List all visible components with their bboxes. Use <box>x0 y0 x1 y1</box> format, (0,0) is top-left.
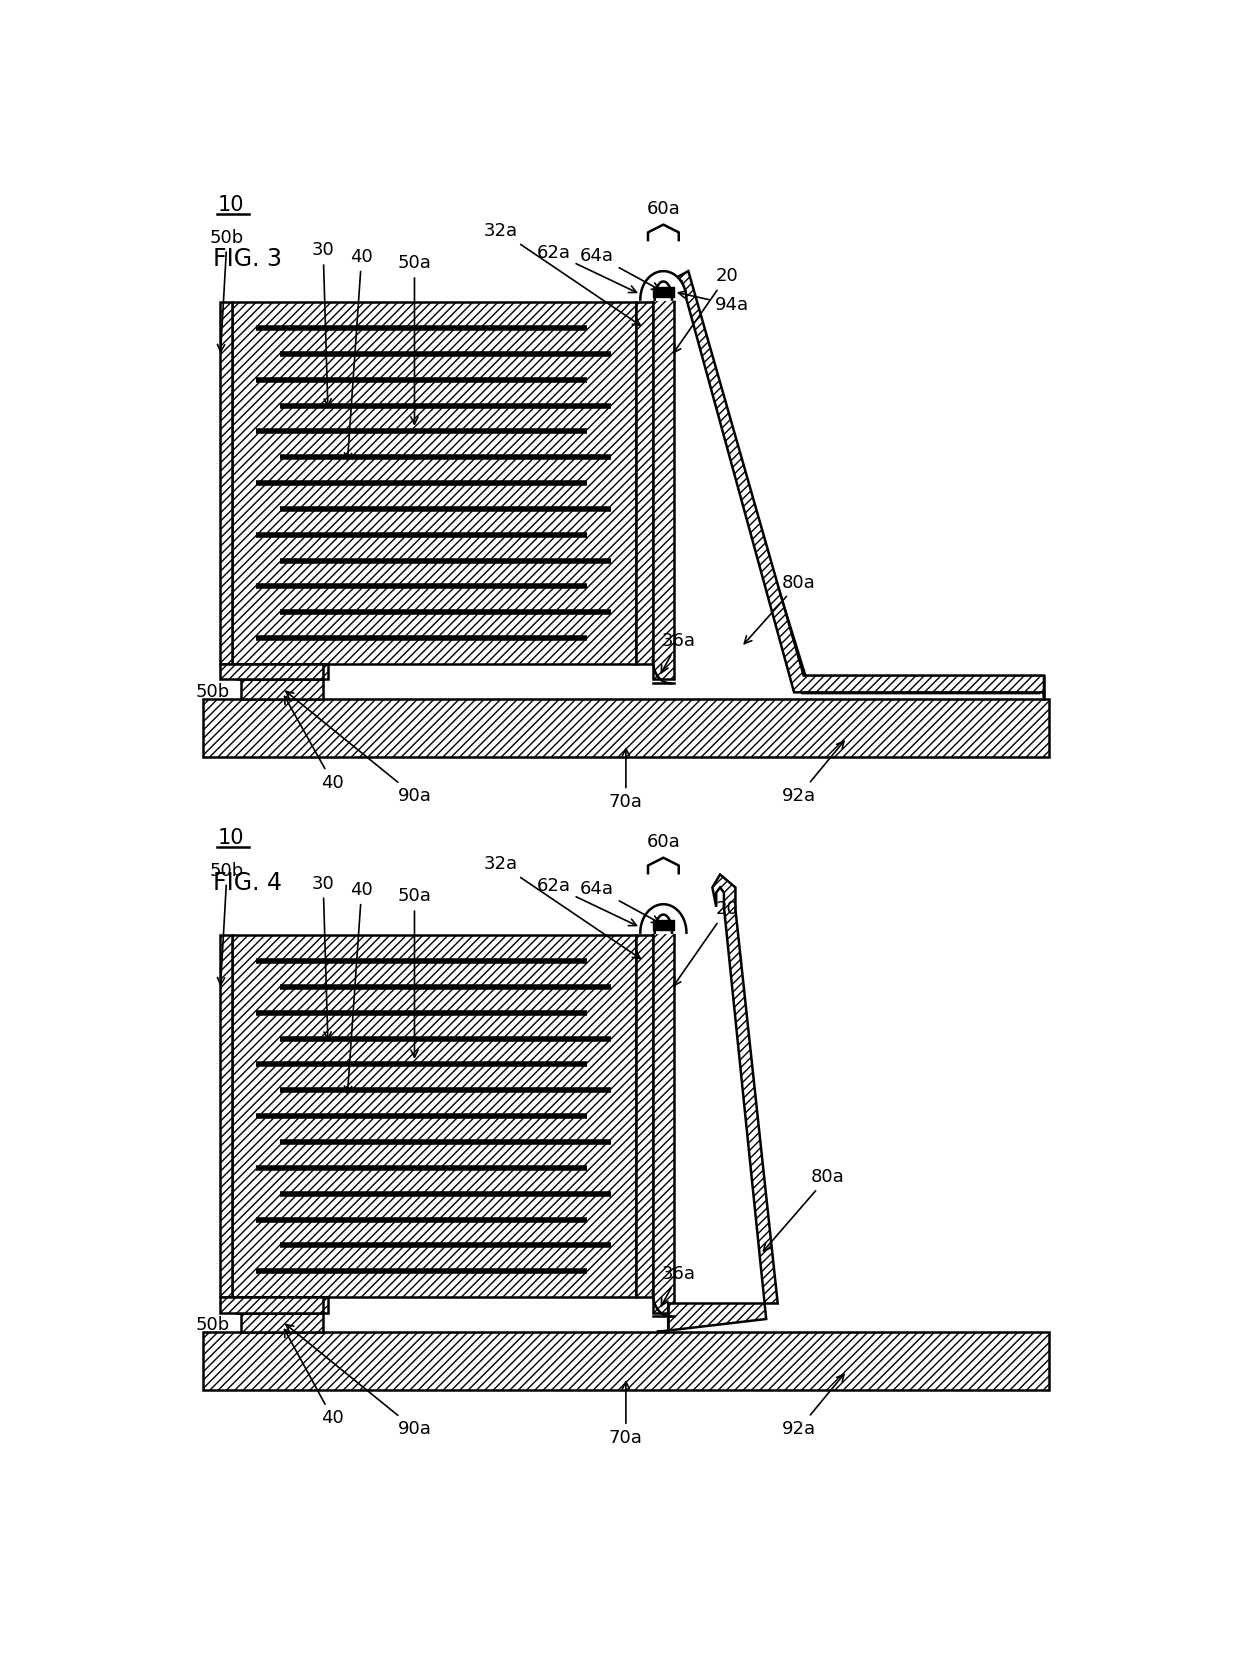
Bar <box>652 918 675 1312</box>
Polygon shape <box>675 272 1044 698</box>
Text: 60a: 60a <box>646 200 681 218</box>
Text: 50b: 50b <box>196 1317 229 1334</box>
Text: 36a: 36a <box>661 1265 696 1305</box>
Text: 64a: 64a <box>580 879 660 923</box>
Text: 20: 20 <box>673 901 738 985</box>
Text: 40: 40 <box>345 248 373 460</box>
Text: 80a: 80a <box>764 1168 844 1250</box>
Bar <box>237 1297 327 1312</box>
Text: 60a: 60a <box>646 834 681 851</box>
Text: 92a: 92a <box>781 1374 844 1438</box>
Text: 50a: 50a <box>398 255 432 425</box>
Text: 32a: 32a <box>484 856 640 958</box>
Text: FIG. 4: FIG. 4 <box>213 871 281 894</box>
Text: 40: 40 <box>345 881 373 1094</box>
Bar <box>242 1312 324 1332</box>
Text: 40: 40 <box>285 696 345 792</box>
Text: 32a: 32a <box>484 221 640 326</box>
Text: 10: 10 <box>217 195 244 215</box>
Bar <box>635 302 652 664</box>
Text: 70a: 70a <box>609 1381 642 1446</box>
Text: FIG. 3: FIG. 3 <box>213 247 281 270</box>
Text: 64a: 64a <box>580 247 660 290</box>
Text: 50b: 50b <box>210 861 244 985</box>
Text: 90a: 90a <box>286 1324 432 1438</box>
Bar <box>232 935 635 1297</box>
Polygon shape <box>675 280 1039 693</box>
Text: 70a: 70a <box>609 748 642 810</box>
Text: 62a: 62a <box>537 878 636 926</box>
Bar <box>635 935 652 1297</box>
Text: 40: 40 <box>284 1329 345 1428</box>
Bar <box>221 664 324 680</box>
Text: 30: 30 <box>311 242 335 406</box>
Bar <box>237 664 327 680</box>
Text: 80a: 80a <box>744 574 816 644</box>
Bar <box>242 680 324 698</box>
Bar <box>203 698 1049 757</box>
Bar <box>221 302 232 664</box>
Text: 30: 30 <box>311 874 335 1039</box>
Text: 50b: 50b <box>196 683 229 701</box>
Bar <box>203 1332 1049 1389</box>
Bar <box>221 935 232 1297</box>
Text: 90a: 90a <box>286 691 432 805</box>
Text: 92a: 92a <box>781 742 844 805</box>
Text: 36a: 36a <box>661 631 696 673</box>
Text: 62a: 62a <box>537 243 636 292</box>
Bar <box>232 302 635 664</box>
Bar <box>221 1297 324 1312</box>
Text: 50b: 50b <box>210 228 244 352</box>
Text: 10: 10 <box>217 829 244 849</box>
Text: 50a: 50a <box>398 888 432 1057</box>
Polygon shape <box>657 874 777 1332</box>
Text: 20: 20 <box>673 267 738 352</box>
Bar <box>652 285 675 680</box>
Text: 94a: 94a <box>678 290 749 314</box>
